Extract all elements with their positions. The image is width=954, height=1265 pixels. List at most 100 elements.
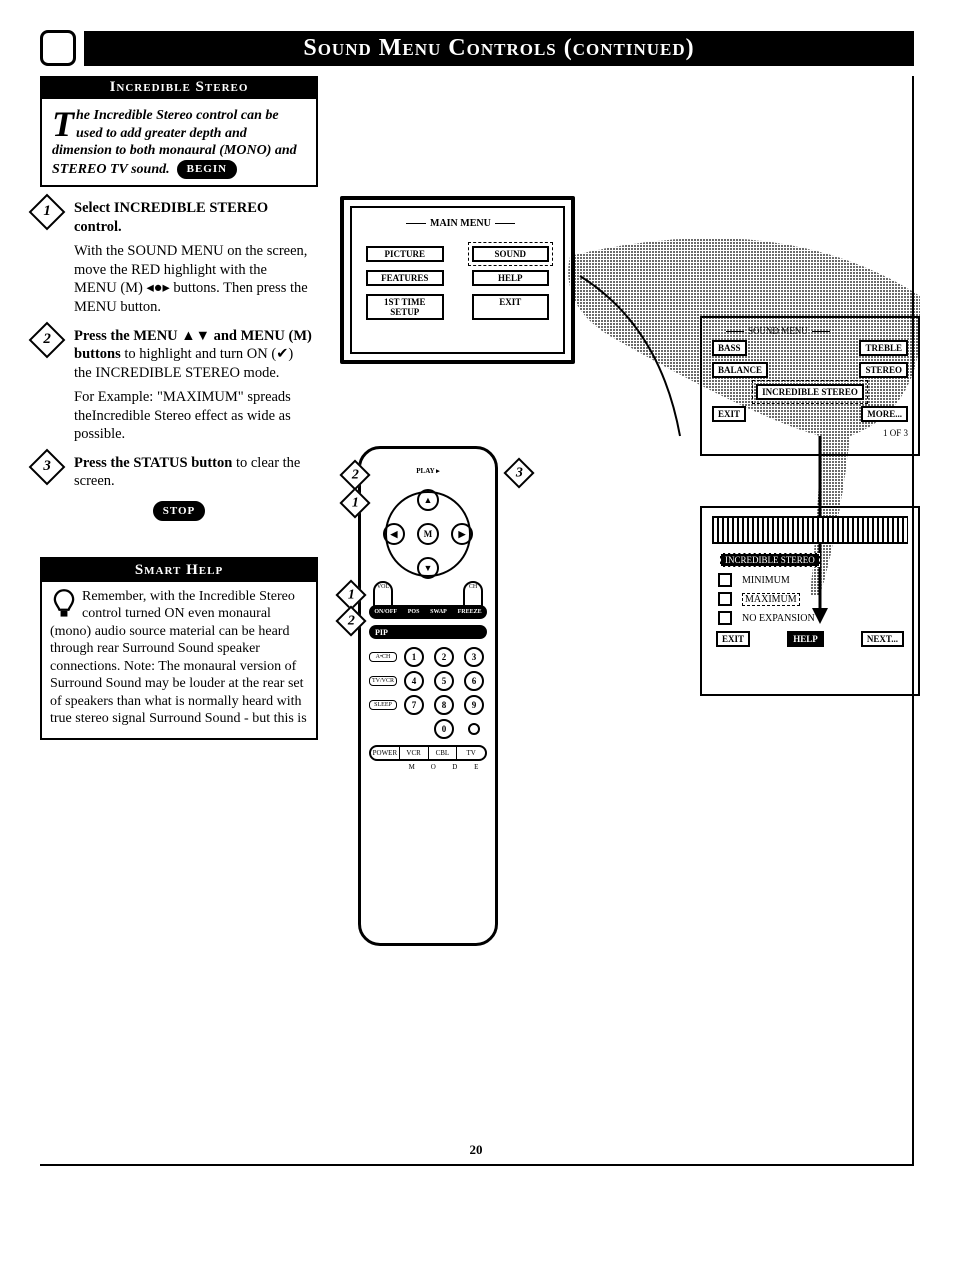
step-3-lead: Press the STATUS button (74, 455, 232, 471)
tv-main-menu: MAIN MENU PICTURE SOUND FEATURES HELP 1S… (340, 196, 575, 364)
menu-features[interactable]: FEATURES (366, 270, 444, 286)
checkbox-icon (718, 592, 732, 606)
sound-menu-footer: 1 OF 3 (712, 428, 908, 438)
menu-sound[interactable]: SOUND (472, 246, 550, 262)
num-8[interactable]: 8 (434, 695, 454, 715)
menu-setup[interactable]: 1ST TIME SETUP (366, 294, 444, 320)
strip-swap[interactable]: SWAP (430, 609, 447, 615)
sound-menu-title: SOUND MENU (722, 326, 834, 336)
step-1: 1 Select INCREDIBLE STEREO control. With… (46, 199, 312, 316)
strip-freeze[interactable]: FREEZE (458, 609, 482, 615)
opt-minimum[interactable]: MINIMUM (718, 573, 902, 587)
step-2-text: For Example: "MAXIMUM" spreads theIncred… (74, 388, 312, 444)
numpad: A•CH 1 2 3 TV/VCR 4 5 6 SLEEP 7 8 9 0 (369, 647, 487, 739)
stm-next[interactable]: NEXT... (861, 631, 904, 647)
num-0[interactable]: 0 (434, 719, 454, 739)
mode-vcr[interactable]: VCR (400, 747, 429, 759)
checkbox-icon (718, 573, 732, 587)
step-1-marker: 1 (29, 194, 66, 231)
main-frame: Incredible Stereo T he Incredible Stereo… (40, 76, 914, 1166)
steps: 1 Select INCREDIBLE STEREO control. With… (40, 187, 318, 535)
side-ach[interactable]: A•CH (369, 652, 397, 662)
step-1-text: With the SOUND MENU on the screen, move … (74, 242, 312, 316)
num-5[interactable]: 5 (434, 671, 454, 691)
sm-incredible[interactable]: INCREDIBLE STEREO (756, 384, 864, 400)
section-title: Incredible Stereo (40, 76, 318, 99)
num-9[interactable]: 9 (464, 695, 484, 715)
pip-label: PIP (375, 628, 388, 637)
sm-exit[interactable]: EXIT (712, 406, 746, 422)
opt-maximum[interactable]: MAXIMUM (718, 592, 902, 606)
stereo-wave-graphic (712, 516, 908, 544)
opt-noexp-label: NO EXPANSION (742, 613, 815, 624)
num-4[interactable]: 4 (404, 671, 424, 691)
bulb-icon (50, 588, 78, 620)
num-2[interactable]: 2 (434, 647, 454, 667)
page-number: 20 (40, 1142, 912, 1158)
menu-help[interactable]: HELP (472, 270, 550, 286)
left-column: Incredible Stereo T he Incredible Stereo… (40, 76, 318, 740)
num-3[interactable]: 3 (464, 647, 484, 667)
step-2: 2 Press the MENU ▲▼ and MENU (M) buttons… (46, 327, 312, 444)
step-1-lead: Select INCREDIBLE STEREO control. (74, 200, 268, 235)
menu-exit[interactable]: EXIT (472, 294, 550, 320)
sm-bass[interactable]: BASS (712, 340, 747, 356)
pip-row[interactable]: PIP (369, 625, 487, 639)
stop-badge: STOP (153, 501, 206, 521)
num-aux[interactable] (468, 723, 480, 735)
checkbox-icon (718, 611, 732, 625)
smart-help-title: Smart Help (42, 559, 316, 582)
strip-pos[interactable]: POS (408, 609, 420, 615)
stop-wrap: STOP (46, 501, 312, 521)
mode-cbl[interactable]: CBL (429, 747, 458, 759)
corner-icon (40, 30, 76, 66)
opt-maximum-label: MAXIMUM (742, 593, 800, 606)
intro-text: he Incredible Stereo control can be used… (52, 108, 297, 177)
remote-play-label: PLAY ▸ (361, 467, 495, 475)
num-7[interactable]: 7 (404, 695, 424, 715)
remote-dpad: ▲ ▼ ◀ ▶ M (385, 491, 471, 577)
callout-3a: 3 (503, 457, 534, 488)
smart-help-box: Smart Help Remember, with the Incredible… (40, 557, 318, 740)
sound-menu: SOUND MENU BASS TREBLE BALANCE STEREO IN… (700, 316, 920, 456)
dpad-down[interactable]: ▼ (417, 557, 439, 579)
opt-minimum-label: MINIMUM (742, 575, 790, 586)
dpad-up[interactable]: ▲ (417, 489, 439, 511)
sm-more[interactable]: MORE... (861, 406, 908, 422)
page-title: Sound Menu Controls (continued) (84, 31, 914, 66)
stereo-menu-title: INCREDIBLE STEREO (720, 553, 820, 567)
dpad-left[interactable]: ◀ (383, 523, 405, 545)
dpad-right[interactable]: ▶ (451, 523, 473, 545)
dropcap: T (52, 107, 76, 139)
smart-help-body: Remember, with the Incredible Stereo con… (42, 582, 316, 738)
stm-help[interactable]: HELP (787, 631, 824, 647)
strip-onoff[interactable]: ON/OFF (374, 609, 397, 615)
mode-row: POWER VCR CBL TV (369, 745, 487, 761)
sm-treble[interactable]: TREBLE (859, 340, 908, 356)
num-1[interactable]: 1 (404, 647, 424, 667)
opt-noexp[interactable]: NO EXPANSION (718, 611, 902, 625)
illustration-area: MAIN MENU PICTURE SOUND FEATURES HELP 1S… (340, 196, 900, 956)
step-3-marker: 3 (29, 448, 66, 485)
sm-balance[interactable]: BALANCE (712, 362, 768, 378)
stereo-menu: INCREDIBLE STEREO MINIMUM MAXIMUM NO EXP… (700, 506, 920, 696)
menu-picture[interactable]: PICTURE (366, 246, 444, 262)
intro-box: T he Incredible Stereo control can be us… (40, 99, 318, 187)
remote-strip: ON/OFF POS SWAP FREEZE (369, 605, 487, 619)
mode-tv[interactable]: TV (457, 747, 485, 759)
step-3: 3 Press the STATUS button to clear the s… (46, 454, 312, 491)
smart-help-text: Remember, with the Incredible Stereo con… (50, 589, 307, 727)
side-sleep[interactable]: SLEEP (369, 700, 397, 710)
remote-control: PLAY ▸ ▲ ▼ ◀ ▶ M VOL CH ON/OFF POS SWAP … (358, 446, 498, 946)
main-menu-title: MAIN MENU (402, 218, 519, 229)
num-6[interactable]: 6 (464, 671, 484, 691)
dpad-menu[interactable]: M (417, 523, 439, 545)
side-tvvcr[interactable]: TV/VCR (369, 676, 397, 686)
begin-badge: BEGIN (177, 160, 237, 180)
page-header: Sound Menu Controls (continued) (40, 30, 914, 66)
mode-power[interactable]: POWER (371, 747, 400, 759)
sm-stereo[interactable]: STEREO (859, 362, 908, 378)
mode-letters: M O D E (401, 763, 487, 771)
stm-exit[interactable]: EXIT (716, 631, 750, 647)
step-2-marker: 2 (29, 321, 66, 358)
